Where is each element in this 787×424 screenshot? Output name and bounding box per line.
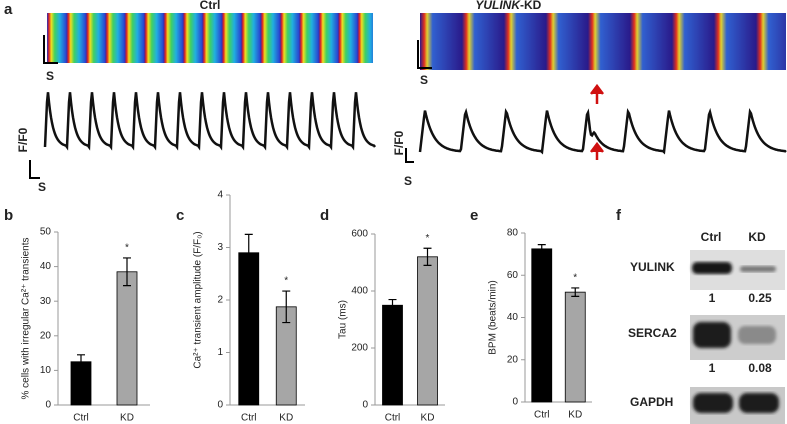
quant: 1 bbox=[709, 291, 716, 305]
ratio-label: F/F0 bbox=[16, 127, 30, 152]
bar bbox=[116, 271, 138, 406]
error-bar bbox=[77, 354, 85, 370]
annotation: * bbox=[125, 243, 129, 254]
arrow bbox=[590, 83, 604, 104]
y-tick-label: 0 bbox=[217, 400, 223, 411]
y-tick-label: 0 bbox=[45, 400, 51, 411]
panel-label: b bbox=[4, 207, 13, 224]
panel-label: c bbox=[176, 207, 184, 224]
y-tick-label: 1 bbox=[217, 347, 223, 358]
band bbox=[740, 266, 776, 272]
y-tick-label: 50 bbox=[40, 227, 52, 238]
time-label: S bbox=[46, 69, 54, 83]
x-tick-label: KD bbox=[568, 410, 582, 421]
y-axis-label: Ca²⁺ transient amplitude (F/F₀) bbox=[193, 231, 204, 368]
trace-ctrl bbox=[43, 92, 377, 151]
bar bbox=[382, 304, 403, 406]
y-tick-label: 20 bbox=[507, 354, 519, 365]
y-tick-label: 600 bbox=[351, 229, 368, 240]
panel-label: e bbox=[470, 207, 478, 224]
band bbox=[693, 393, 733, 413]
y-tick-label: 200 bbox=[351, 343, 368, 354]
x-tick-label: KD bbox=[421, 413, 435, 424]
y-tick-label: 0 bbox=[362, 400, 368, 411]
y-tick-label: 0 bbox=[512, 397, 518, 408]
bar bbox=[564, 291, 586, 403]
x-tick-label: KD bbox=[120, 413, 134, 424]
band bbox=[739, 393, 779, 413]
bar bbox=[531, 248, 553, 403]
error-bar bbox=[282, 290, 291, 324]
y-tick-label: 30 bbox=[40, 296, 52, 307]
trace-kd bbox=[418, 107, 787, 155]
bar bbox=[238, 252, 260, 406]
annotation: * bbox=[284, 276, 288, 287]
error-bar bbox=[537, 244, 546, 254]
y-tick-label: 40 bbox=[507, 312, 519, 323]
y-tick-label: 4 bbox=[217, 190, 223, 201]
y-tick-label: 2 bbox=[217, 295, 223, 306]
error-bar bbox=[423, 247, 432, 266]
quant: 0.25 bbox=[748, 291, 772, 305]
y-tick-label: 400 bbox=[351, 286, 368, 297]
arrow bbox=[590, 141, 604, 160]
x-tick-label: KD bbox=[279, 413, 293, 424]
kd-title-suffix: -KD bbox=[520, 0, 542, 12]
time-label: S bbox=[404, 174, 412, 188]
y-axis-label: % cells with irregular Ca²⁺ transients bbox=[21, 238, 32, 400]
annotation: * bbox=[573, 273, 577, 284]
y-tick-label: 60 bbox=[507, 270, 519, 281]
y-tick-label: 40 bbox=[40, 261, 52, 272]
row-label: SERCA2 bbox=[628, 326, 677, 340]
error-bar bbox=[123, 257, 131, 287]
band bbox=[738, 326, 776, 344]
quant: 0.08 bbox=[748, 361, 772, 375]
time-label: S bbox=[38, 180, 46, 194]
panel-label: d bbox=[320, 207, 329, 224]
x-tick-label: Ctrl bbox=[73, 413, 89, 424]
panel-a: a Ctrl YULINK -KD S S F/F0 F/F0 S S bbox=[4, 0, 787, 194]
y-tick-label: 3 bbox=[217, 242, 223, 253]
y-axis-label: Tau (ms) bbox=[338, 300, 349, 339]
kd-title-gene: YULINK bbox=[475, 0, 521, 12]
scale-bar bbox=[43, 35, 58, 64]
band bbox=[692, 262, 732, 274]
annotation: * bbox=[426, 233, 430, 244]
error-bar bbox=[571, 287, 580, 297]
ratio-label: F/F0 bbox=[392, 130, 406, 155]
panel-f: f Ctrl KD YULINK 1 0.25 SERCA2 1 0.08 GA… bbox=[616, 207, 785, 424]
y-axis-label: BPM (beats/min) bbox=[488, 280, 499, 354]
y-tick-label: 80 bbox=[507, 228, 519, 239]
column-label: Ctrl bbox=[701, 230, 722, 244]
linescan-kd bbox=[420, 13, 786, 70]
y-tick-label: 10 bbox=[40, 365, 52, 376]
quant: 1 bbox=[709, 361, 716, 375]
linescan-ctrl bbox=[47, 13, 373, 63]
y-tick-label: 20 bbox=[40, 330, 52, 341]
panel-label: f bbox=[616, 207, 622, 224]
ctrl-title: Ctrl bbox=[200, 0, 221, 12]
scale-bar bbox=[405, 148, 414, 163]
column-label: KD bbox=[748, 230, 766, 244]
scale-bar bbox=[29, 160, 40, 179]
row-label: YULINK bbox=[630, 260, 675, 274]
x-tick-label: Ctrl bbox=[241, 413, 257, 424]
band bbox=[693, 322, 731, 348]
error-bar bbox=[244, 233, 253, 272]
panel-label: a bbox=[4, 1, 13, 18]
error-bar bbox=[388, 298, 397, 312]
x-tick-label: Ctrl bbox=[534, 410, 550, 421]
x-tick-label: Ctrl bbox=[385, 413, 401, 424]
row-label: GAPDH bbox=[630, 395, 673, 409]
bar bbox=[417, 256, 438, 406]
time-label: S bbox=[420, 73, 428, 87]
scale-bar bbox=[417, 40, 432, 69]
